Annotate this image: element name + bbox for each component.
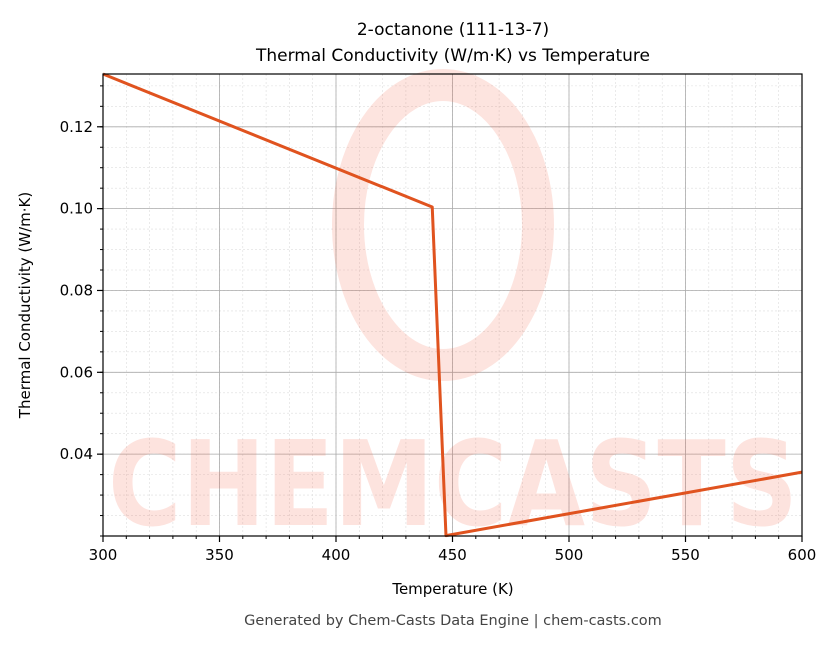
footer: Generated by Chem-Casts Data Engine | ch…: [244, 613, 662, 629]
chart-title: 2-octanone (111-13-7): [357, 20, 549, 40]
x-tick-labels: 300 350 400 450 500 550 600: [89, 546, 817, 564]
major-grid: [102, 74, 803, 536]
x-tick-label: 600: [788, 546, 817, 564]
y-tick-label: 0.12: [60, 118, 93, 136]
x-tick-label: 300: [89, 546, 118, 564]
y-axis-label: Thermal Conductivity (W/m·K): [16, 192, 34, 419]
x-axis-label: Temperature (K): [391, 580, 513, 598]
watermark-logo-ring: [332, 69, 554, 381]
chart-subtitle: Thermal Conductivity (W/m·K) vs Temperat…: [255, 46, 650, 66]
x-tick-label: 500: [555, 546, 584, 564]
y-tick-label: 0.04: [60, 445, 93, 463]
x-tick-label: 550: [671, 546, 700, 564]
x-tick-label: 350: [205, 546, 234, 564]
y-tick-label: 0.06: [60, 363, 93, 381]
y-tick-label: 0.10: [60, 200, 93, 218]
series-layer: [102, 72, 803, 538]
y-tick-label: 0.08: [60, 281, 93, 299]
y-tick-labels: 0.04 0.06 0.08 0.10 0.12: [60, 118, 93, 463]
ticks: [97, 85, 803, 542]
watermark: CHEMCASTS: [108, 69, 798, 553]
series-line: [102, 72, 803, 538]
x-tick-label: 450: [438, 546, 467, 564]
watermark-text: CHEMCASTS: [108, 415, 798, 553]
x-tick-label: 400: [322, 546, 351, 564]
